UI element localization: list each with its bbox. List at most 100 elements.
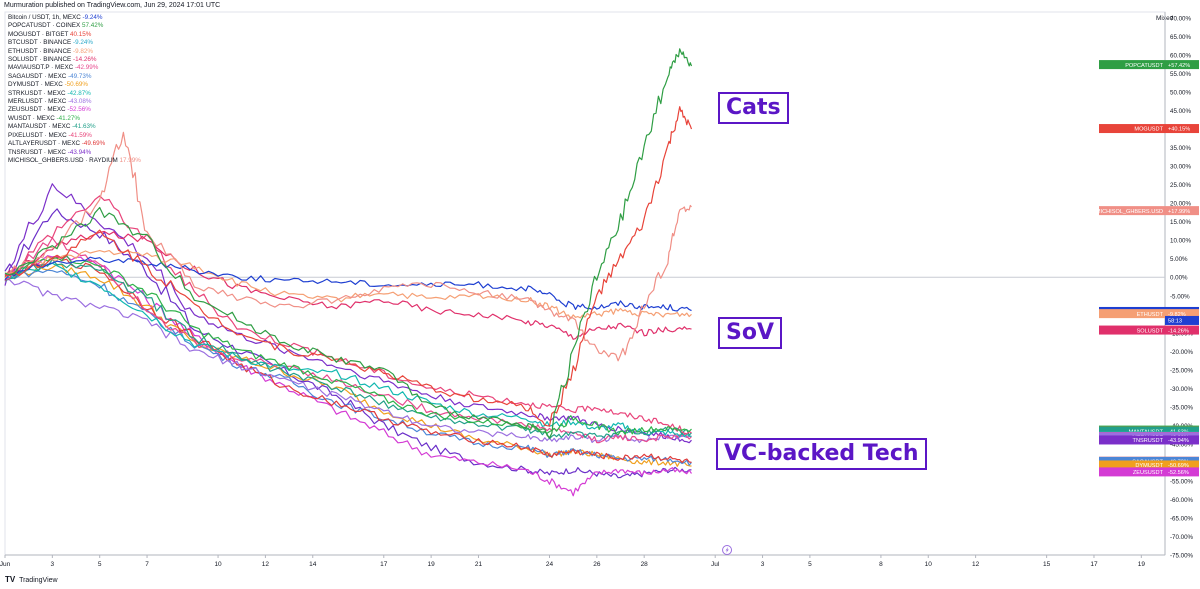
price-label-bg (1099, 309, 1199, 319)
legend-row[interactable]: WUSDT · MEXC -41.27% (8, 115, 141, 123)
price-label-name: ZEUSUSDT (1133, 470, 1164, 476)
series-line[interactable] (4, 258, 692, 440)
x-tick-label: 12 (972, 561, 980, 568)
x-tick-label: 14 (309, 561, 317, 568)
chart-header: Murmuration published on TradingView.com… (4, 2, 221, 9)
y-tick-label: 20.00% (1170, 201, 1191, 208)
price-label-value: -9.82% (1168, 312, 1186, 318)
legend-row[interactable]: MOGUSDT · BITGET 40.15% (8, 31, 141, 39)
legend-change: -49.73% (68, 72, 92, 80)
price-label: ZEUSUSDT -52.56% (1099, 467, 1199, 477)
price-label-name: MOGUSDT (1134, 127, 1163, 133)
legend-row[interactable]: POPCATUSDT · COINEX 57.42% (8, 22, 141, 30)
price-label: MOGUSDT +40.15% (1099, 124, 1199, 134)
price-label-bg (1099, 460, 1199, 470)
legend-row[interactable]: ZEUSUSDT · MEXC -52.56% (8, 106, 141, 114)
legend-row[interactable]: SAGAUSDT · MEXC -49.73% (8, 73, 141, 81)
price-label-bg (1099, 426, 1199, 436)
y-tick-label: 50.00% (1170, 90, 1191, 97)
x-tick-label: 5 (808, 561, 812, 568)
y-tick-label: 35.00% (1170, 145, 1191, 152)
series-line[interactable] (4, 250, 692, 320)
countdown-bg (1165, 315, 1199, 325)
x-tick-label: 19 (428, 561, 436, 568)
x-tick-label: 26 (593, 561, 601, 568)
series-line[interactable] (4, 208, 692, 479)
plot-frame (4, 11, 1166, 556)
legend-symbol: POPCATUSDT · COINEX (8, 22, 82, 30)
x-tick-label: 15 (1043, 561, 1051, 568)
x-tick-label: 3 (51, 561, 55, 568)
legend-change: -41.27% (56, 114, 80, 122)
x-tick-label: 21 (475, 561, 483, 568)
price-label-value: -43.94% (1168, 438, 1189, 444)
y-tick-label: -5.00% (1170, 293, 1190, 300)
legend-row[interactable]: MAVIAUSDT.P · MEXC -42.99% (8, 64, 141, 72)
legend-symbol: MOGUSDT · BITGET (8, 30, 71, 38)
price-label: MICHISOL_GHBERS.USD +17.99% (1096, 206, 1199, 216)
legend-change: -41.59% (68, 131, 92, 139)
series-line[interactable] (4, 255, 692, 464)
y-tick-label: -60.00% (1170, 497, 1194, 504)
legend-row[interactable]: PIXELUSDT · MEXC -41.59% (8, 132, 141, 140)
y-tick-label: 55.00% (1170, 71, 1191, 78)
legend-row[interactable]: Bitcoin / USDT, 1h, MEXC -9.24% (8, 14, 141, 22)
x-tick-label: 10 (925, 561, 933, 568)
legend-symbol: WUSDT · MEXC (8, 114, 57, 122)
series-line[interactable] (4, 262, 692, 438)
price-label: ETHUSDT -9.82% (1099, 309, 1199, 319)
legend-row[interactable]: DYMUSDT · MEXC -50.69% (8, 81, 141, 89)
legend-row[interactable]: SOLUSDT · BINANCE -14.26% (8, 56, 141, 64)
price-label-bg (1099, 206, 1199, 216)
legend-change: 40.15% (70, 30, 92, 38)
y-tick-label: 10.00% (1170, 238, 1191, 245)
legend-symbol: STRKUSDT · MEXC (8, 89, 68, 97)
footer-branding[interactable]: TV TradingView (5, 575, 58, 584)
y-tick-label: -25.00% (1170, 367, 1194, 374)
x-tick-label: 10 (214, 561, 222, 568)
y-tick-label: -55.00% (1170, 478, 1194, 485)
series-line[interactable] (4, 106, 693, 427)
x-tick-label: 19 (1138, 561, 1146, 568)
y-tick-label: 25.00% (1170, 182, 1191, 189)
legend-change: -9.24% (72, 39, 93, 47)
series-line[interactable] (4, 254, 692, 436)
legend-row[interactable]: BTCUSDT · BINANCE -9.24% (8, 39, 141, 47)
price-label-bg (1099, 435, 1199, 445)
price-label: DYMUSDT -50.69% (1099, 460, 1199, 470)
series-line[interactable] (4, 237, 692, 444)
legend-row[interactable]: MERLUSDT · MEXC -43.08% (8, 98, 141, 106)
y-tick-label: -45.00% (1170, 441, 1194, 448)
legend-row[interactable]: TNSRUSDT · MEXC -43.94% (8, 149, 141, 157)
y-tick-label: -20.00% (1170, 349, 1194, 356)
series-line[interactable] (4, 230, 692, 340)
x-tick-label: 12 (262, 561, 270, 568)
y-tick-label: 0.00% (1170, 275, 1188, 282)
legend-row[interactable]: ALTLAYERUSDT · MEXC -49.69% (8, 140, 141, 148)
legend-symbol: DYMUSDT · MEXC (8, 81, 65, 89)
price-label-value: -14.26% (1168, 328, 1189, 334)
lightning-glyph (725, 547, 729, 553)
legend-change: -49.69% (81, 140, 106, 148)
price-label-name: ETHUSDT (1137, 312, 1164, 318)
legend-row[interactable]: MANTAUSDT · MEXC -41.63% (8, 123, 141, 131)
legend-symbol: BTCUSDT · BINANCE (8, 39, 73, 47)
legend: Bitcoin / USDT, 1h, MEXC -9.24% POPCATUSD… (8, 14, 141, 165)
y-tick-label: 15.00% (1170, 219, 1191, 226)
y-tick-label: 30.00% (1170, 164, 1191, 171)
price-label-bg (1099, 124, 1199, 134)
series-line[interactable] (4, 255, 692, 497)
price-label-name: SOLUSDT (1137, 328, 1164, 334)
price-label-name: TNSRUSDT (1133, 438, 1164, 444)
legend-change: -9.24% (82, 14, 103, 21)
series-line[interactable] (4, 48, 693, 439)
series-line[interactable] (4, 131, 692, 362)
series-line[interactable] (4, 256, 692, 312)
legend-row[interactable]: MICHISOL_GHBERS.USD · RAYDIUM 17.99% (8, 157, 141, 165)
series-line[interactable] (4, 183, 692, 444)
legend-row[interactable]: ETHUSDT · BINANCE -9.82% (8, 48, 141, 56)
x-tick-label: 17 (380, 561, 388, 568)
legend-row[interactable]: STRKUSDT · MEXC -42.87% (8, 90, 141, 98)
legend-change: -43.94% (67, 148, 92, 156)
